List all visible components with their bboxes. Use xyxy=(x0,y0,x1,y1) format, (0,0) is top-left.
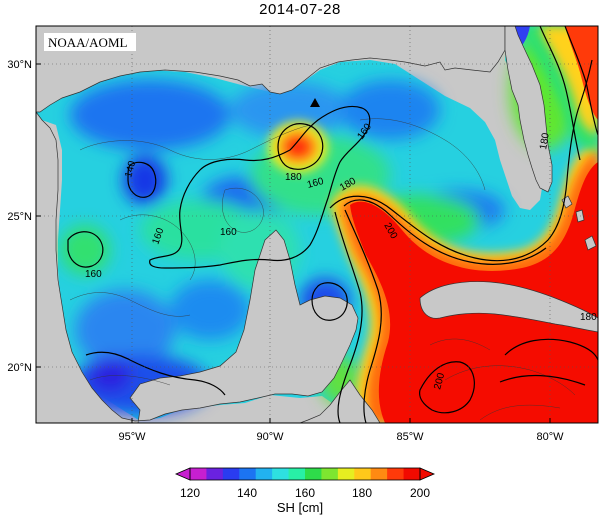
colorbar-cell xyxy=(370,468,388,480)
map-frame xyxy=(35,25,599,424)
colorbar-cell xyxy=(239,468,257,480)
contour-label: 140 xyxy=(123,159,138,178)
cuba-island xyxy=(419,281,598,333)
axis-ticks xyxy=(36,63,551,423)
colorbar-cells xyxy=(190,468,421,480)
colorbar-cell xyxy=(206,468,224,480)
colorbar-cell xyxy=(190,468,207,480)
lat-label: 25°N xyxy=(7,211,32,223)
lat-label: 30°N xyxy=(7,59,32,71)
colorbar-cell xyxy=(321,468,339,480)
ssh-map: 140 160 160 180 160 180 160 180 160 200 … xyxy=(7,25,599,443)
triangle-marker xyxy=(310,98,320,107)
colorbar-cell xyxy=(337,468,355,480)
land-masses xyxy=(36,26,598,423)
colorbar-cell xyxy=(354,468,372,480)
colorbar-tick: 200 xyxy=(410,486,430,500)
contour-label: 160 xyxy=(220,227,237,238)
credit-text: NOAA/AOML xyxy=(48,35,128,50)
contour-label: 160 xyxy=(85,269,102,280)
colorbar-tick: 140 xyxy=(237,486,257,500)
colorbar-frame xyxy=(189,467,421,481)
warm-eddy xyxy=(268,121,328,173)
mexico-coast xyxy=(36,111,359,423)
contour-label: 180 xyxy=(580,312,597,323)
colorbar-label: SH [cm] xyxy=(276,500,324,515)
colorbar-cell xyxy=(305,468,322,480)
graticule xyxy=(36,26,598,423)
contour-label: 180 xyxy=(285,172,302,183)
colorbar-max-arrow xyxy=(419,467,436,481)
colorbar-cell xyxy=(403,468,421,480)
colorbar-tick: 160 xyxy=(295,486,315,500)
colorbar: 120 140 160 180 200 xyxy=(174,467,436,500)
bahamas-islands xyxy=(561,195,597,251)
ssh-contours xyxy=(67,26,598,423)
lon-label: 85°W xyxy=(396,431,424,443)
contour-label: 160 xyxy=(306,176,325,191)
map-title: 2014-07-28 xyxy=(259,1,341,18)
lon-label: 90°W xyxy=(256,431,284,443)
colorbar-tick: 120 xyxy=(180,486,200,500)
colorbar-cell xyxy=(272,468,290,480)
lat-label: 20°N xyxy=(7,362,32,374)
colorbar-tick: 180 xyxy=(352,486,372,500)
colorbar-cell xyxy=(387,468,405,480)
lon-label: 80°W xyxy=(536,431,564,443)
yucatan-peninsula xyxy=(299,379,598,423)
colorbar-cell xyxy=(288,468,306,480)
credit-box xyxy=(44,33,136,51)
contour-label: 200 xyxy=(432,371,447,390)
colorbar-min-arrow xyxy=(174,467,191,481)
lon-label: 95°W xyxy=(118,431,146,443)
florida-peninsula xyxy=(504,26,553,193)
contour-label: 180 xyxy=(538,132,552,151)
colorbar-cell xyxy=(222,468,240,480)
north-america-coast xyxy=(36,26,506,113)
colorbar-cell xyxy=(255,468,273,480)
